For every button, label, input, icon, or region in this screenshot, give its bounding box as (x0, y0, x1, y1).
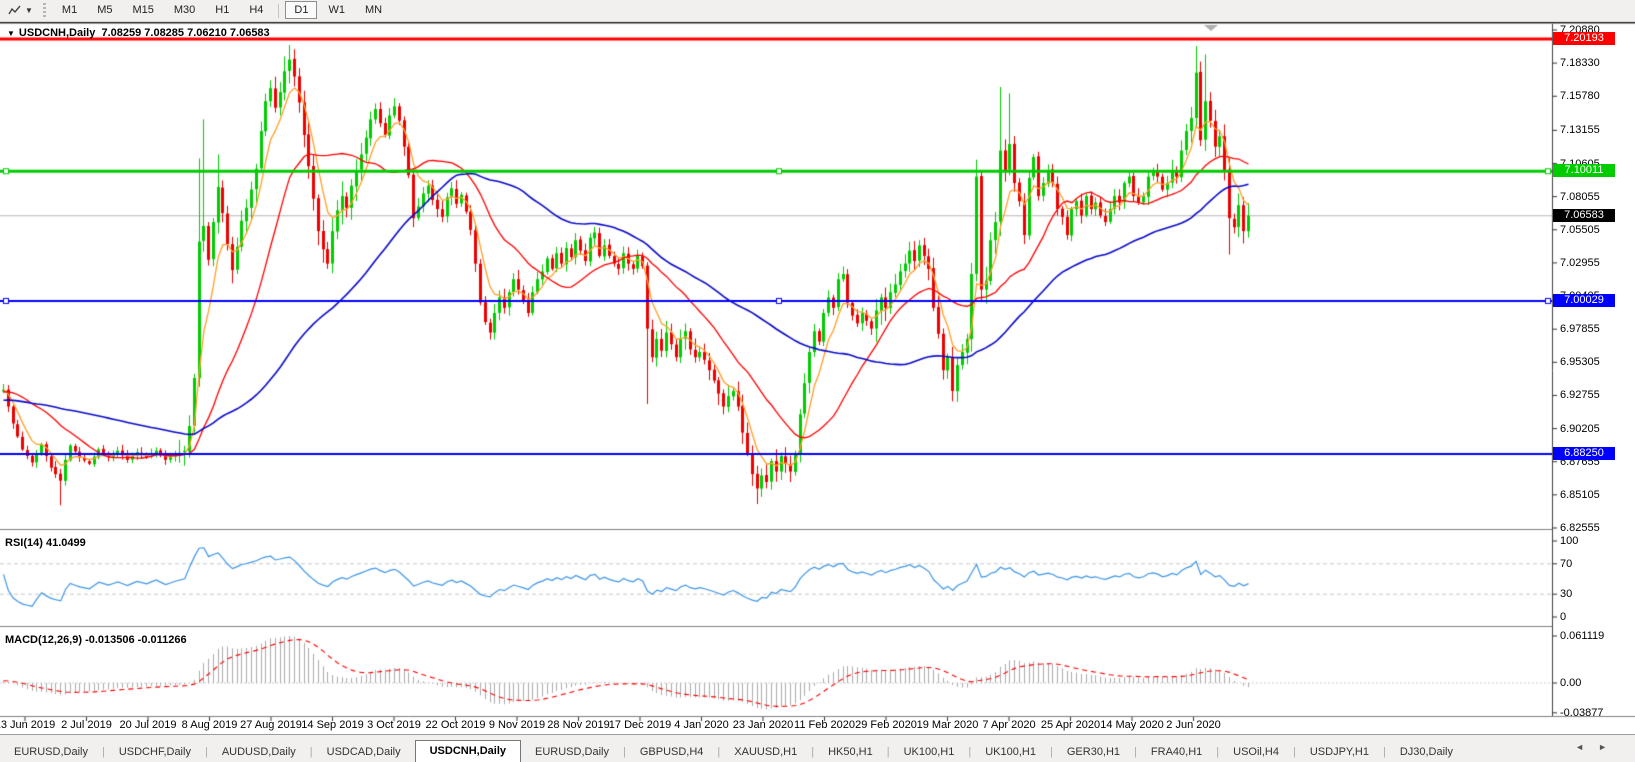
time-axis-label: 14 Sep 2019 (301, 719, 364, 731)
timeframe-button-m15[interactable]: M15 (132, 4, 154, 17)
price-axis-tick: 6.97855 (1560, 323, 1600, 336)
rsi-axis-tick: 0 (1560, 611, 1567, 623)
time-axis-label: 22 Oct 2019 (425, 719, 486, 731)
price-axis-tick: 7.02955 (1560, 256, 1600, 269)
chart-tab-bar: EURUSD,Daily | USDCHF,Daily | AUDUSD,Daily | U… (0, 734, 1635, 762)
chart-tab-uk100-9[interactable]: UK100,H1 (903, 746, 955, 758)
macd-label: MACD(12,26,9) -0.013506 -0.011266 (5, 634, 187, 646)
timeframe-button-m5[interactable]: M5 (97, 4, 113, 17)
tab-separator: | (968, 746, 972, 758)
chart-symbol-period: USDCNH,Daily (18, 27, 96, 39)
timeframe-button-mn[interactable]: MN (364, 4, 383, 17)
price-axis-tick: 6.92755 (1560, 389, 1600, 402)
time-axis-label: 2 Jul 2019 (61, 719, 112, 731)
timeframe-button-d1[interactable]: D1 (285, 1, 318, 20)
price-callout-6.88250: 6.88250 (1553, 446, 1615, 460)
time-axis-label: 7 Apr 2020 (982, 719, 1036, 731)
tab-separator: | (1216, 746, 1220, 758)
timeframe-button-h4[interactable]: H4 (249, 4, 264, 17)
price-axis-tick: 7.08055 (1560, 190, 1600, 203)
time-axis-label: 28 Nov 2019 (547, 719, 610, 731)
time-axis-label: 25 Apr 2020 (1040, 719, 1101, 731)
timeframe-button-h1[interactable]: H1 (215, 4, 230, 17)
chart-tab-xauusd-7[interactable]: XAUUSD,H1 (734, 746, 798, 758)
rsi-axis-tick: 30 (1560, 588, 1573, 601)
chart-tab-usdchf-1[interactable]: USDCHF,Daily (118, 746, 191, 758)
chart-tab-uk100-10[interactable]: UK100,H1 (985, 746, 1036, 758)
time-axis-label: 27 Aug 2019 (240, 719, 302, 731)
time-axis-label: 29 Feb 2020 (855, 719, 917, 731)
chart-tab-eurusd-5[interactable]: EURUSD,Daily (535, 746, 609, 758)
price-axis-tick: 7.18330 (1560, 57, 1600, 70)
tab-separator: | (886, 746, 890, 758)
timeframe-button-m30[interactable]: M30 (173, 4, 196, 17)
current-price-callout: 7.06583 (1553, 208, 1615, 222)
price-callout-7.00029: 7.00029 (1553, 293, 1615, 307)
chart-tab-hk50-8[interactable]: HK50,H1 (828, 746, 873, 758)
time-axis-label: 13 Jun 2019 (0, 719, 56, 731)
price-axis-tick: 6.82555 (1560, 522, 1600, 534)
time-axis-label: 3 Oct 2019 (367, 719, 421, 731)
tab-separator: | (309, 746, 313, 758)
tab-scrollers: ◄► (1575, 742, 1621, 752)
tab-separator: | (1134, 746, 1137, 758)
chart-line-tool-icon[interactable] (6, 3, 24, 18)
rsi-label: RSI(14) 41.0499 (5, 537, 86, 549)
chart-tab-usdcnh-4[interactable]: USDCNH,Daily (414, 740, 522, 762)
chart-tab-audusd-2[interactable]: AUDUSD,Daily (221, 746, 296, 758)
time-axis-label: 4 Jan 2020 (674, 719, 729, 731)
price-callout-7.10011: 7.10011 (1553, 164, 1615, 178)
macd-axis-tick: -0.03877 (1560, 706, 1604, 719)
chart-tab-dj30-15[interactable]: DJ30,Daily (1399, 746, 1453, 758)
tab-separator: | (717, 746, 721, 758)
tab-separator: | (101, 746, 105, 758)
time-axis-label: 23 Jan 2020 (732, 719, 794, 731)
rsi-axis-tick: 70 (1560, 557, 1573, 570)
toolbar-grip-handle[interactable] (42, 3, 46, 18)
time-axis-label: 14 May 2020 (1100, 719, 1164, 731)
chart-tab-usdjpy-14[interactable]: USDJPY,H1 (1309, 746, 1369, 758)
tab-separator: | (811, 746, 815, 758)
chart-tab-eurusd-0[interactable]: EURUSD,Daily (14, 746, 88, 758)
toolbar-separator (278, 3, 280, 18)
chart-tab-usoil-13[interactable]: USOil,H4 (1233, 746, 1279, 758)
tab-separator: | (1050, 746, 1053, 758)
timeframe-toolbar: ▼ M1 M5 M15 M30 H1 H4 D1 W1 MN (0, 0, 1635, 22)
price-axis-tick: 7.15780 (1560, 90, 1600, 103)
chart-collapse-icon[interactable]: ▼ (7, 29, 15, 38)
dropdown-caret-icon[interactable]: ▼ (25, 6, 33, 15)
chart-quote-ohlc: 7.08259 7.08285 7.06210 7.06583 (101, 27, 270, 39)
time-axis-label: 8 Aug 2019 (181, 719, 238, 731)
tab-separator: | (622, 746, 626, 758)
tab-separator: | (1382, 746, 1386, 758)
chart-tab-fra40-12[interactable]: FRA40,H1 (1150, 746, 1203, 758)
price-callout-7.20193: 7.20193 (1553, 31, 1615, 45)
price-axis-tick: 7.13155 (1560, 124, 1600, 137)
time-axis-label: 11 Feb 2020 (794, 719, 855, 731)
chart-tab-ger30-11[interactable]: GER30,H1 (1066, 746, 1121, 758)
time-axis-label: 2 Jun 2020 (1166, 719, 1221, 731)
price-axis-tick: 6.90205 (1560, 422, 1600, 435)
timeframe-buttons: M1 M5 M15 M30 H1 H4 D1 W1 MN (52, 1, 392, 20)
price-axis-tick: 6.95305 (1560, 356, 1600, 369)
time-axis-label: 17 Dec 2019 (608, 719, 672, 731)
rsi-axis-tick: 100 (1560, 535, 1579, 547)
chart-title: ▼ USDCNH,Daily 7.08259 7.08285 7.06210 7.… (7, 27, 270, 39)
time-axis-label: 9 Nov 2019 (488, 719, 546, 731)
chart-tab-gbpusd-6[interactable]: GBPUSD,H4 (639, 746, 704, 758)
chart-tab-usdcad-3[interactable]: USDCAD,Daily (326, 746, 401, 758)
time-axis-label: 20 Jul 2019 (119, 719, 177, 731)
tab-separator: | (204, 746, 208, 758)
price-axis-tick: 7.05505 (1560, 223, 1600, 236)
tab-scroll-left-icon[interactable]: ◄ (1575, 742, 1599, 752)
macd-axis-tick: 0.00 (1560, 677, 1582, 689)
time-axis-label: 19 Mar 2020 (916, 719, 979, 731)
macd-axis-tick: 0.061119 (1560, 630, 1605, 642)
price-axis-tick: 6.85105 (1560, 488, 1600, 501)
tab-scroll-right-icon[interactable]: ► (1598, 742, 1621, 752)
timeframe-button-w1[interactable]: W1 (328, 4, 345, 17)
tab-separator: | (1292, 746, 1296, 758)
timeframe-button-m1[interactable]: M1 (61, 4, 78, 17)
